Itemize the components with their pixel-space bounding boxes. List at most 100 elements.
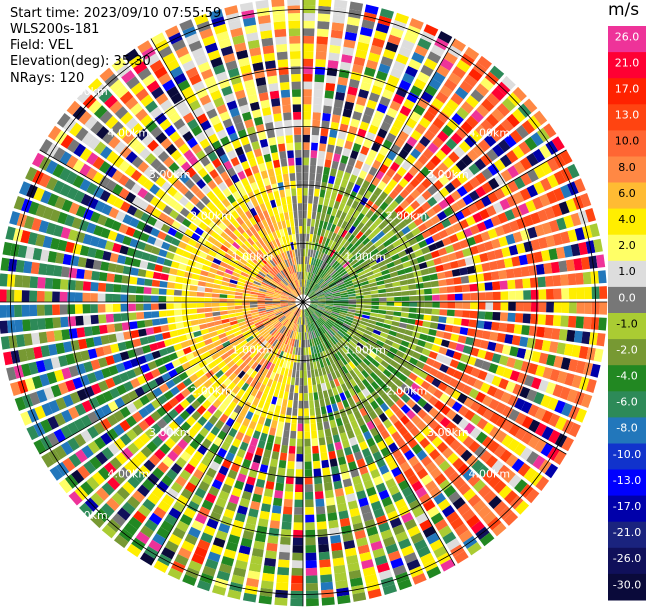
range-gate xyxy=(336,495,346,505)
range-gate xyxy=(555,246,566,259)
range-gate xyxy=(482,511,497,525)
range-gate xyxy=(414,249,424,258)
range-gate xyxy=(324,428,332,437)
range-gate xyxy=(370,500,382,511)
range-gate xyxy=(250,437,259,447)
range-gate xyxy=(333,480,343,490)
range-gate xyxy=(309,233,313,242)
range-gate xyxy=(265,361,272,370)
range-gate xyxy=(167,227,178,237)
range-gate xyxy=(326,75,337,84)
range-gate xyxy=(276,333,283,341)
range-gate xyxy=(389,189,399,200)
range-gate xyxy=(409,426,420,437)
range-gate xyxy=(420,91,434,103)
range-gate xyxy=(14,274,23,288)
range-gate xyxy=(403,215,413,225)
range-gate xyxy=(336,244,343,253)
range-gate xyxy=(459,327,469,336)
range-gate xyxy=(163,156,175,168)
range-gate xyxy=(367,588,382,599)
range-gate xyxy=(295,324,299,332)
range-gate xyxy=(475,172,487,185)
range-gate xyxy=(270,419,278,429)
range-gate xyxy=(300,362,303,371)
range-gate xyxy=(249,299,258,302)
range-gate xyxy=(309,315,314,323)
ray xyxy=(76,89,298,297)
range-gate xyxy=(548,248,558,261)
range-gate xyxy=(332,306,341,310)
range-gate xyxy=(210,56,223,68)
range-gate xyxy=(83,460,97,475)
range-gate xyxy=(180,256,189,265)
range-gate xyxy=(35,233,46,247)
range-gate xyxy=(276,574,289,583)
range-gate xyxy=(326,222,333,231)
range-gate xyxy=(273,292,282,297)
colorbar-swatch xyxy=(608,573,646,601)
range-gate xyxy=(278,413,286,423)
range-gate xyxy=(553,450,567,465)
range-gate xyxy=(339,61,352,71)
range-gate xyxy=(368,363,377,372)
range-gate xyxy=(371,302,380,306)
range-gate xyxy=(239,257,248,265)
range-gate xyxy=(237,505,248,515)
range-gate xyxy=(341,220,348,230)
range-gate xyxy=(561,288,570,300)
range-gate xyxy=(247,444,256,454)
range-gate xyxy=(361,284,370,289)
range-gate xyxy=(533,110,548,126)
range-gate xyxy=(434,518,448,532)
range-gate xyxy=(188,526,201,539)
range-gate xyxy=(171,39,186,52)
range-gate xyxy=(60,134,74,149)
range-gate xyxy=(262,341,270,350)
range-gate xyxy=(349,271,357,278)
range-gate xyxy=(349,378,357,388)
range-gate xyxy=(519,188,532,201)
range-gate xyxy=(494,343,504,354)
range-gate xyxy=(264,275,272,282)
range-gate xyxy=(486,205,497,217)
range-gate xyxy=(516,372,528,385)
range-gate xyxy=(150,126,163,139)
range-gate xyxy=(345,363,353,372)
range-gate xyxy=(390,325,399,332)
range-gate xyxy=(218,222,227,231)
range-gate xyxy=(168,420,180,432)
range-gate xyxy=(273,21,286,30)
range-gate xyxy=(352,318,361,324)
range-gate xyxy=(322,245,328,254)
range-gate xyxy=(267,192,275,201)
range-gate xyxy=(344,390,352,399)
range-gate xyxy=(258,290,267,295)
range-gate xyxy=(411,443,423,455)
range-gate xyxy=(345,164,354,174)
range-gate xyxy=(258,366,265,375)
range-gate xyxy=(267,75,278,85)
range-gate xyxy=(146,235,157,245)
range-gate xyxy=(439,85,453,98)
range-gate xyxy=(143,311,152,319)
range-gate xyxy=(303,89,312,97)
range-gate xyxy=(102,390,114,403)
range-gate xyxy=(311,430,318,439)
range-gate xyxy=(364,4,379,15)
range-gate xyxy=(292,281,297,289)
range-gate xyxy=(236,216,245,226)
range-gate xyxy=(482,469,496,483)
range-gate xyxy=(87,136,101,150)
range-gate xyxy=(240,213,249,222)
range-gate xyxy=(378,522,391,533)
range-gate xyxy=(340,357,348,366)
range-gate xyxy=(320,128,329,137)
range-gate xyxy=(289,274,294,282)
range-gate xyxy=(215,71,228,82)
range-gate xyxy=(290,282,296,290)
range-gate xyxy=(324,341,330,350)
range-gate xyxy=(75,315,84,326)
range-gate xyxy=(77,465,91,480)
ray xyxy=(47,125,297,298)
